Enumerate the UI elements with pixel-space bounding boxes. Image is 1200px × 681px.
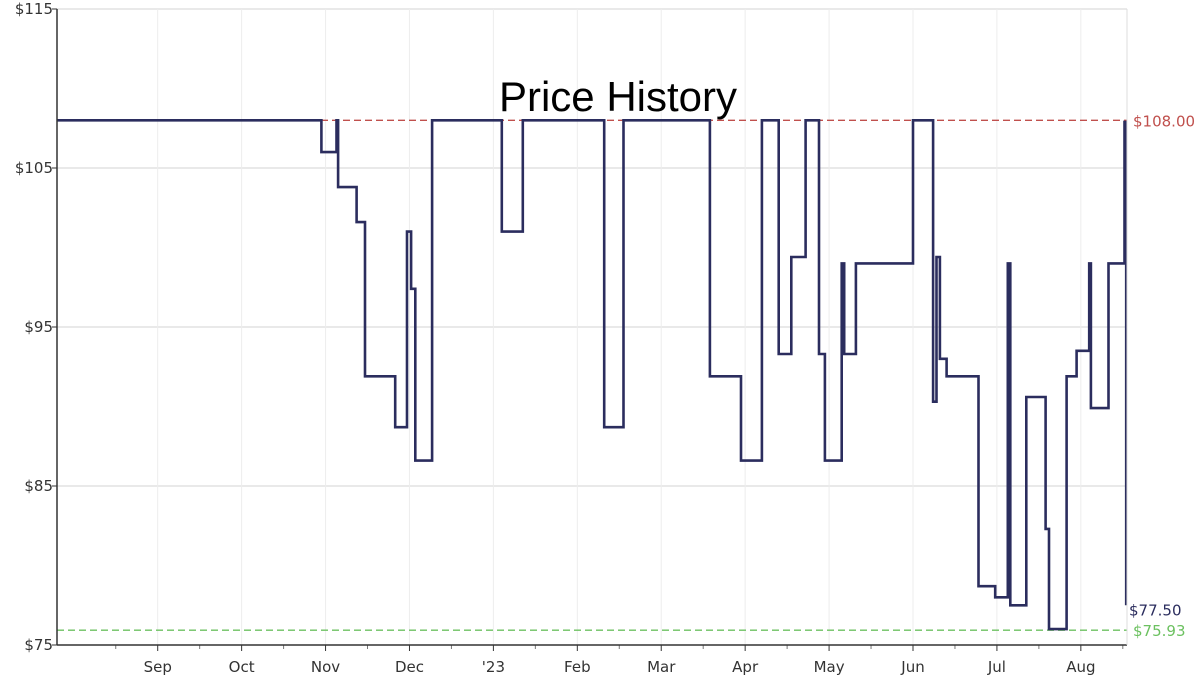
x-tick-label: Jun bbox=[900, 658, 924, 676]
y-tick-label: $105 bbox=[15, 159, 53, 177]
x-tick-label: Aug bbox=[1066, 658, 1095, 676]
y-tick-label: $75 bbox=[24, 636, 53, 654]
axes bbox=[56, 9, 1128, 646]
x-tick-label: Feb bbox=[564, 658, 591, 676]
labels: $75 $85 $95 $105 $115 Sep Oct Nov Dec '23 Feb Mar Ap… bbox=[15, 0, 1195, 676]
x-tick-label: Jul bbox=[987, 658, 1006, 676]
x-tick-label: Nov bbox=[311, 658, 340, 676]
y-tick-label: $85 bbox=[24, 477, 53, 495]
x-tick-label: May bbox=[814, 658, 845, 676]
x-tick-label: Sep bbox=[144, 658, 172, 676]
highest-price-label: $108.00 bbox=[1133, 112, 1195, 130]
price-series-line bbox=[57, 119, 1128, 631]
series bbox=[57, 119, 1128, 631]
x-tick-label: Mar bbox=[647, 658, 676, 676]
y-tick-label: $115 bbox=[15, 0, 53, 18]
current-price-label: $77.50 bbox=[1129, 601, 1182, 619]
x-tick-label: '23 bbox=[482, 658, 505, 676]
x-tick-label: Apr bbox=[732, 658, 759, 676]
lowest-price-label: $75.93 bbox=[1133, 622, 1186, 640]
grid bbox=[52, 8, 1127, 651]
chart-title: Price History bbox=[499, 73, 737, 120]
y-tick-label: $95 bbox=[24, 318, 53, 336]
x-tick-label: Oct bbox=[229, 658, 255, 676]
x-tick-label: Dec bbox=[395, 658, 424, 676]
